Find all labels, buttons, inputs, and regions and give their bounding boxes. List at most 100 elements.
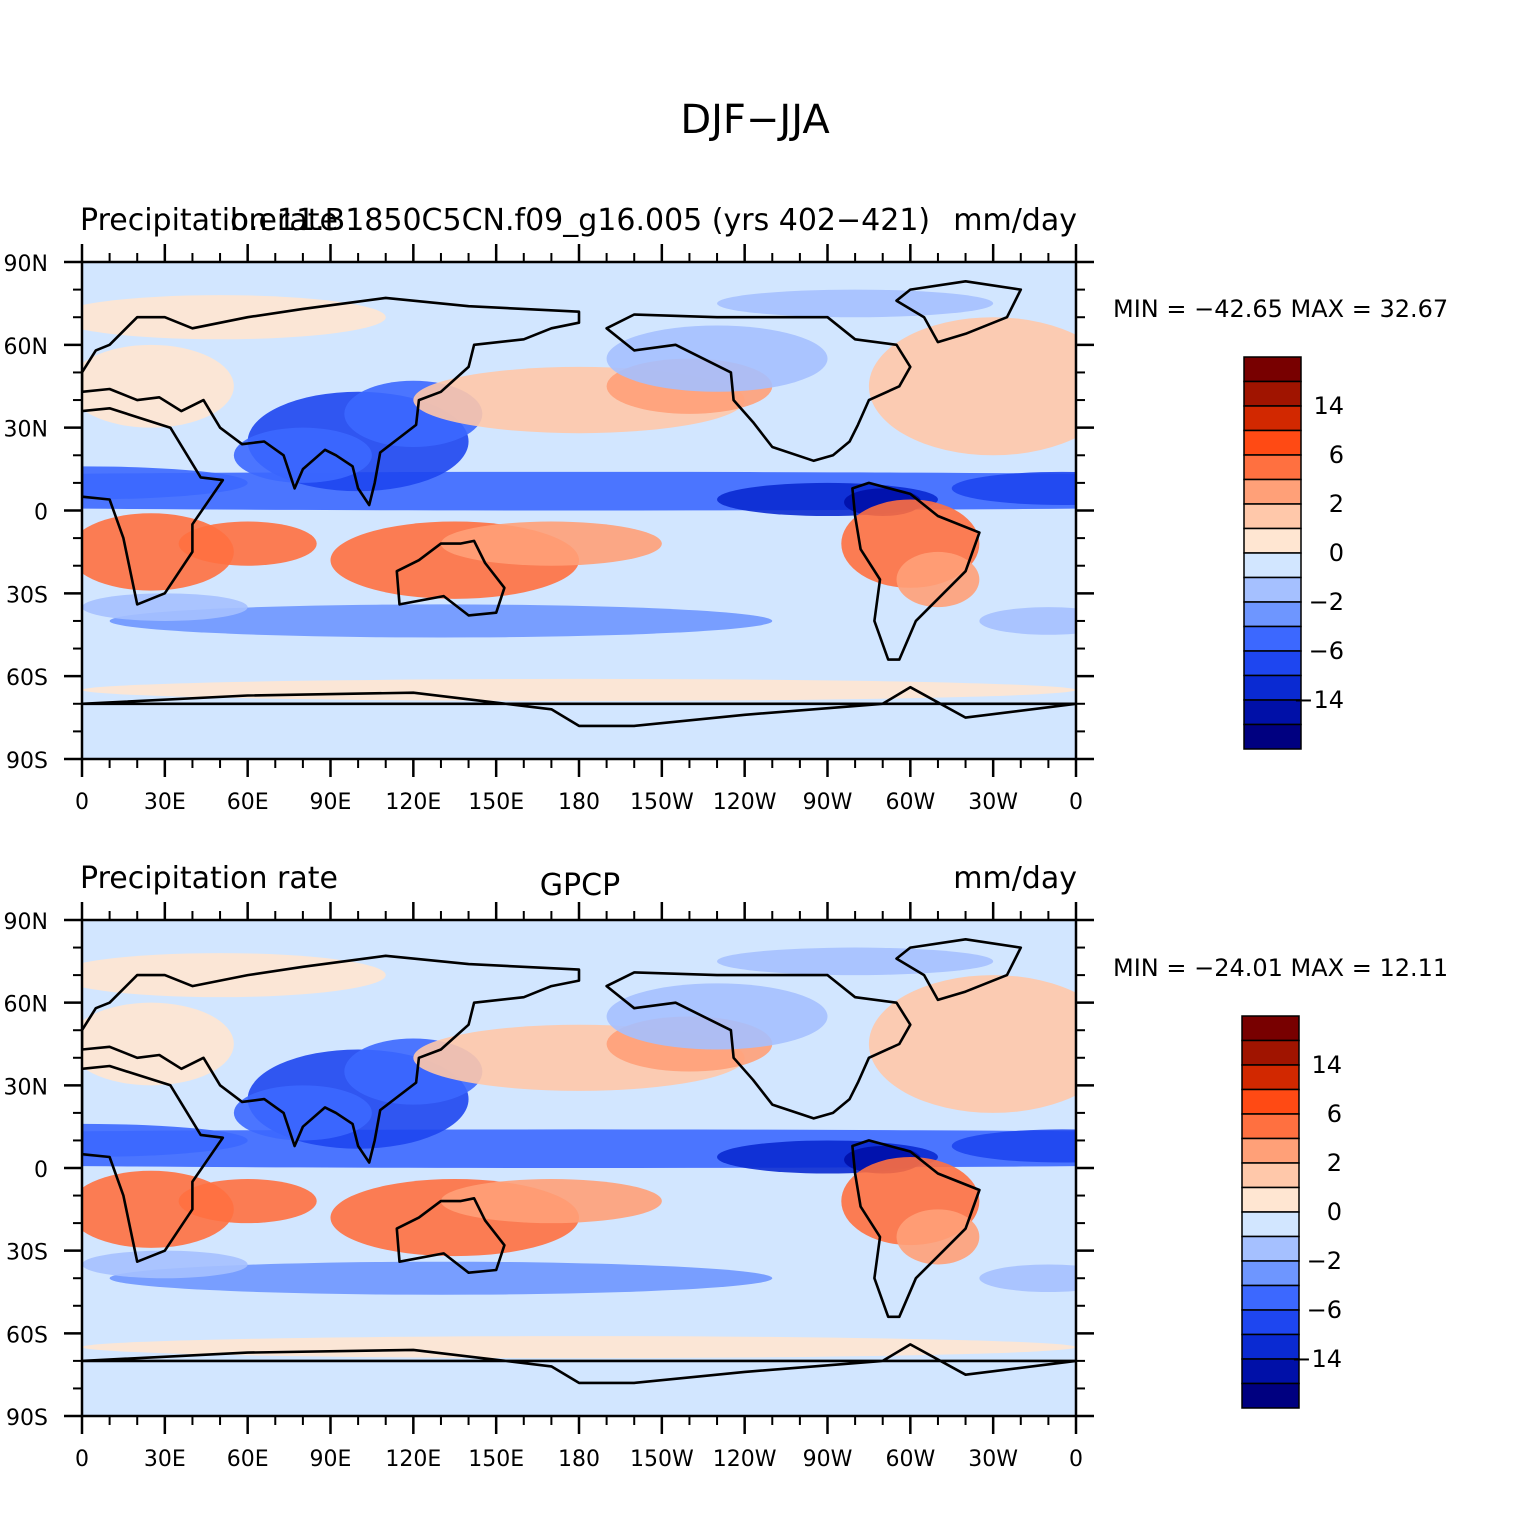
colorbar-box — [1241, 1309, 1300, 1336]
lon-tick-label: 0 — [75, 1447, 89, 1472]
lat-tick-label: 90S — [6, 749, 48, 774]
colorbar-box — [1241, 1382, 1300, 1409]
panel-obs-map — [80, 918, 1078, 1418]
colorbar-box — [1241, 1333, 1300, 1360]
colorbar-box — [1241, 1260, 1300, 1287]
colorbar-box — [1241, 1088, 1300, 1115]
colorbar-label: −14 — [1291, 1345, 1342, 1373]
panel-obs-center-string: GPCP — [540, 868, 620, 903]
lon-tick-label: 120E — [385, 1447, 441, 1472]
colorbar-box — [1241, 1137, 1300, 1164]
colorbar-label: −6 — [1309, 637, 1344, 665]
panel-model-right-string: mm/day — [953, 203, 1077, 238]
lon-tick-label: 0 — [75, 790, 89, 815]
panel-model: Precipitation rate b.e11.B1850C5CN.f09_g… — [4, 203, 1449, 815]
colorbar-label: 2 — [1329, 490, 1344, 518]
panel-obs-lon-axis: 0 30E 60E 90E 120E 150E 180 150W 120W 90W 60W 30W 0 — [75, 902, 1083, 1472]
lat-tick-label: 60S — [6, 1323, 48, 1348]
panel-model-map — [80, 260, 1078, 761]
lon-tick-label: 150W — [630, 790, 694, 815]
lat-tick-label: 90N — [4, 910, 48, 935]
lon-tick-label: 60W — [885, 790, 935, 815]
panel-obs: Precipitation rate GPCP mm/day 90N 60N 30N… — [4, 861, 1449, 1472]
lon-tick-label: 180 — [558, 790, 600, 815]
colorbar-box — [1243, 576, 1302, 603]
lon-tick-label: 0 — [1069, 790, 1083, 815]
colorbar-label: 0 — [1327, 1198, 1342, 1226]
colorbar-box — [1241, 1113, 1300, 1140]
lon-tick-label: 60E — [227, 790, 269, 815]
colorbar-box — [1243, 429, 1302, 456]
colorbar-box — [1241, 1015, 1300, 1042]
colorbar-box — [1243, 503, 1302, 530]
panel-obs-colorbar: 14 6 2 0 −2 −6 −14 — [1241, 1015, 1342, 1409]
lon-tick-label: 120E — [385, 790, 441, 815]
lon-tick-label: 120W — [713, 1447, 777, 1472]
lat-tick-label: 60S — [6, 666, 48, 691]
colorbar-box — [1243, 723, 1302, 750]
lon-tick-label: 90E — [310, 1447, 352, 1472]
lat-tick-label: 60N — [4, 993, 48, 1018]
lat-tick-label: 30S — [6, 1241, 48, 1266]
colorbar-label: −2 — [1309, 588, 1344, 616]
colorbar-box — [1243, 405, 1302, 432]
panel-model-lat-axis: 90N 60N 30N 0 30S 60S 90S — [4, 252, 1094, 774]
colorbar-label: 2 — [1327, 1149, 1342, 1177]
panel-model-colorbar: 14 6 2 0 −2 −6 −14 — [1243, 356, 1344, 750]
lon-tick-label: 30W — [968, 1447, 1018, 1472]
colorbar-label: 14 — [1311, 1051, 1342, 1079]
colorbar-label: 14 — [1313, 392, 1344, 420]
lat-tick-label: 0 — [34, 501, 48, 526]
colorbar-box — [1241, 1235, 1300, 1262]
colorbar-box — [1241, 1039, 1300, 1066]
colorbar-box — [1241, 1211, 1300, 1238]
panel-obs-right-string: mm/day — [953, 861, 1077, 896]
lon-tick-label: 150W — [630, 1447, 694, 1472]
colorbar-box — [1241, 1064, 1300, 1091]
panel-model-stats: MIN = −42.65 MAX = 32.67 — [1113, 295, 1448, 323]
colorbar-box — [1241, 1284, 1300, 1311]
colorbar-box — [1243, 380, 1302, 407]
lon-tick-label: 30E — [144, 790, 186, 815]
panel-obs-stats: MIN = −24.01 MAX = 12.11 — [1113, 954, 1448, 982]
panel-obs-left-string: Precipitation rate — [80, 861, 338, 896]
colorbar-box — [1243, 601, 1302, 628]
colorbar-box — [1243, 478, 1302, 505]
lat-tick-label: 30N — [4, 418, 48, 443]
colorbar-label: −6 — [1307, 1296, 1342, 1324]
lat-tick-label: 90N — [4, 252, 48, 277]
lon-tick-label: 150E — [468, 1447, 524, 1472]
lon-tick-label: 30E — [144, 1447, 186, 1472]
lon-tick-label: 30W — [968, 790, 1018, 815]
lon-tick-label: 90W — [803, 790, 853, 815]
lon-tick-label: 150E — [468, 790, 524, 815]
panel-model-left-string: Precipitation rate — [80, 203, 338, 238]
colorbar-label: 6 — [1329, 441, 1344, 469]
colorbar-box — [1241, 1162, 1300, 1189]
colorbar-label: 6 — [1327, 1100, 1342, 1128]
lat-tick-label: 90S — [6, 1406, 48, 1431]
lat-tick-label: 30N — [4, 1075, 48, 1100]
colorbar-label: −2 — [1307, 1247, 1342, 1275]
colorbar-box — [1243, 625, 1302, 652]
colorbar-label: 0 — [1329, 539, 1344, 567]
lon-tick-label: 90W — [803, 1447, 853, 1472]
colorbar-box — [1243, 650, 1302, 677]
lon-tick-label: 120W — [713, 790, 777, 815]
colorbar-box — [1243, 356, 1302, 383]
lon-tick-label: 60W — [885, 1447, 935, 1472]
colorbar-box — [1243, 552, 1302, 579]
colorbar-box — [1241, 1186, 1300, 1213]
lat-tick-label: 60N — [4, 335, 48, 360]
colorbar-box — [1241, 1358, 1300, 1385]
colorbar-box — [1243, 527, 1302, 554]
panel-obs-lat-axis: 90N 60N 30N 0 30S 60S 90S — [4, 910, 1094, 1431]
lat-tick-label: 30S — [6, 583, 48, 608]
lon-tick-label: 60E — [227, 1447, 269, 1472]
lat-tick-label: 0 — [34, 1158, 48, 1183]
colorbar-box — [1243, 454, 1302, 481]
lon-tick-label: 90E — [310, 790, 352, 815]
lon-tick-label: 180 — [558, 1447, 600, 1472]
main-title: DJF−JJA — [680, 97, 830, 143]
